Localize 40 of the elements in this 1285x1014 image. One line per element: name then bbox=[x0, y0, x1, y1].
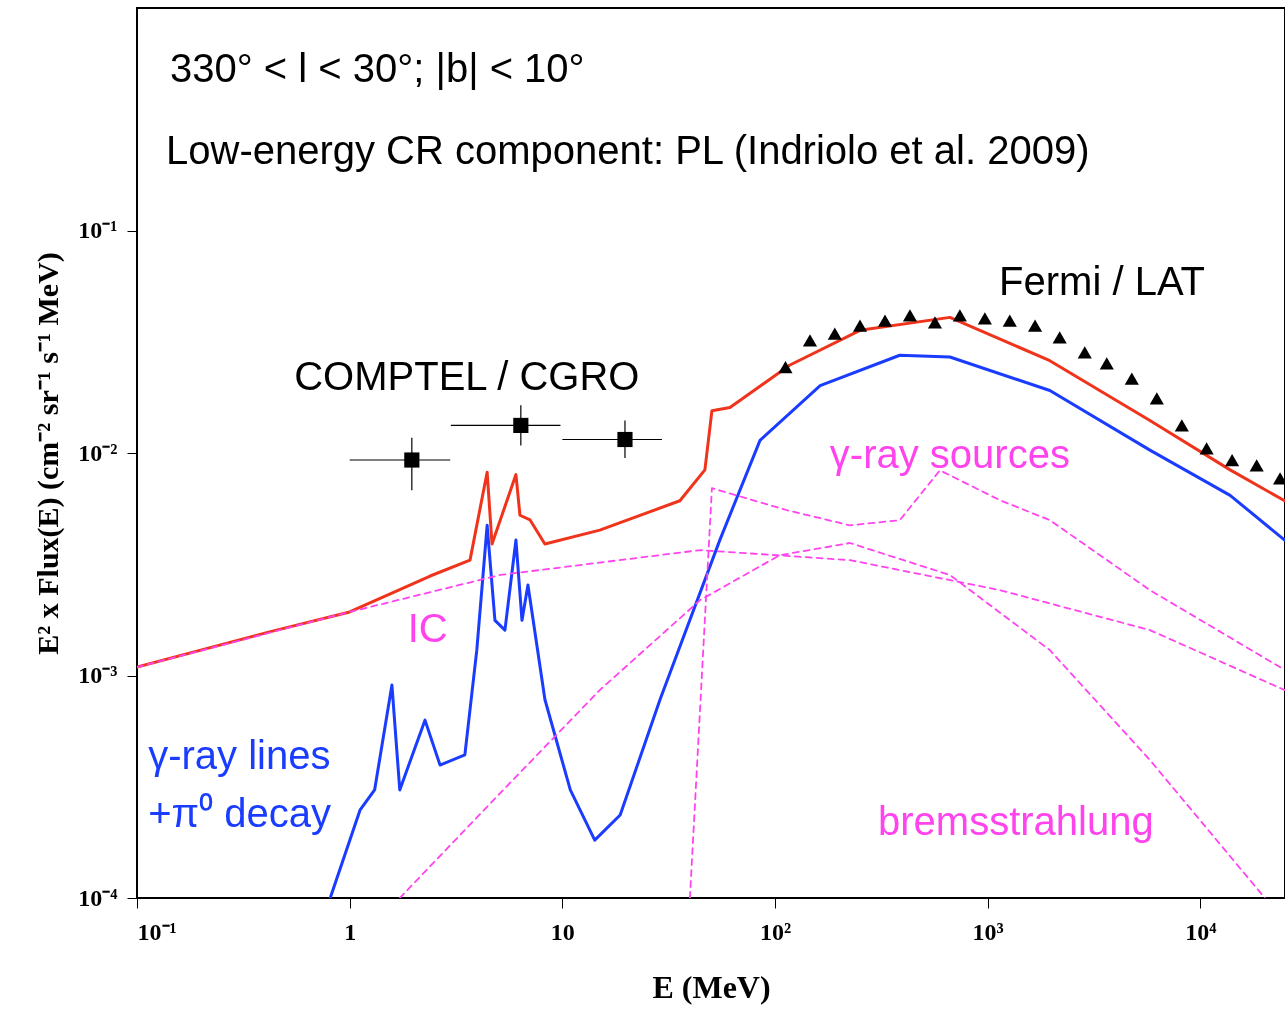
y-tick-label: 10⁻⁴ bbox=[78, 884, 118, 911]
point bbox=[952, 309, 967, 322]
annotation: Low-energy CR component: PL (Indriolo et al. 2009) bbox=[166, 128, 1090, 172]
point bbox=[1027, 319, 1043, 332]
point bbox=[802, 334, 818, 347]
point bbox=[1174, 419, 1189, 432]
point bbox=[778, 361, 793, 374]
point bbox=[1149, 392, 1164, 405]
point bbox=[1099, 357, 1114, 370]
point bbox=[1199, 442, 1214, 455]
point bbox=[977, 312, 992, 325]
point bbox=[827, 327, 842, 340]
x-tick-label: 10³ bbox=[972, 918, 1004, 945]
point bbox=[1077, 346, 1092, 359]
annotation: 330° < l < 30°; |b| < 10° bbox=[170, 46, 585, 90]
point bbox=[902, 309, 918, 322]
point bbox=[852, 319, 868, 332]
x-axis-title: E (MeV) bbox=[652, 968, 771, 1005]
y-tick-label: 10⁻³ bbox=[78, 662, 118, 688]
y-tick-label: 10⁻¹ bbox=[78, 217, 118, 243]
series-label: γ-ray lines +π⁰ decay bbox=[148, 733, 332, 835]
point bbox=[877, 314, 893, 327]
y-axis-title: E² x Flux(E) (cm⁻² sr⁻¹ s⁻¹ MeV) bbox=[31, 252, 66, 655]
point bbox=[1225, 453, 1240, 467]
point bbox=[1249, 459, 1264, 472]
x-tick-label: 10 bbox=[550, 918, 575, 945]
y-tick-label: 10⁻² bbox=[78, 439, 118, 466]
series-label: COMPTEL / CGRO bbox=[294, 354, 640, 399]
x-tick-label: 10⁴ bbox=[1185, 918, 1217, 945]
point bbox=[1002, 314, 1017, 327]
x-tick-label: 1 bbox=[344, 918, 357, 945]
point bbox=[1052, 331, 1067, 344]
x-tick-label: 10⁻¹ bbox=[137, 918, 177, 945]
x-tick-label: 10² bbox=[759, 918, 792, 945]
point bbox=[927, 316, 943, 329]
point bbox=[1124, 372, 1139, 385]
series-label: IC bbox=[407, 605, 448, 650]
series-label: Fermi / LAT bbox=[999, 258, 1206, 303]
series-label: γ-ray sources bbox=[829, 432, 1070, 477]
series-label: bremsstrahlung bbox=[878, 798, 1154, 843]
